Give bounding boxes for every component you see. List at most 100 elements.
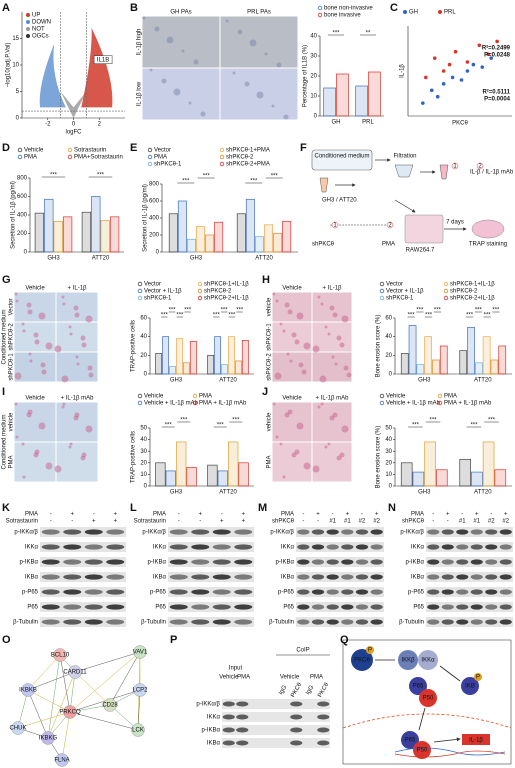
point — [480, 65, 485, 69]
texture — [74, 412, 80, 418]
bar — [323, 87, 336, 117]
band — [355, 574, 369, 580]
y-tick-label: 10 — [385, 472, 392, 478]
legend-marker — [17, 147, 23, 153]
significance: *** — [228, 313, 236, 319]
legend-label: bone invasive — [324, 13, 361, 19]
group-label: CoIP — [296, 648, 309, 654]
node — [419, 689, 437, 707]
bar — [217, 470, 228, 487]
texture — [28, 352, 32, 356]
node-label: LCK — [132, 728, 144, 734]
band — [499, 559, 512, 565]
texture — [14, 372, 22, 380]
legend-label: shPKCθ-2+IL-1β — [450, 296, 495, 302]
band — [169, 544, 188, 550]
band — [191, 589, 210, 595]
band — [427, 604, 440, 610]
x-tick-label: GH3 — [170, 490, 183, 496]
band — [63, 544, 82, 550]
legend-marker — [197, 295, 203, 301]
texture — [341, 315, 349, 323]
step-number: 1 — [453, 164, 457, 170]
panel-letter: G — [2, 274, 11, 286]
y-axis-label: Bone erosion score (%) — [376, 426, 382, 489]
bar — [273, 232, 283, 253]
edge — [69, 671, 76, 713]
image-title: GH PAs — [170, 10, 191, 16]
band — [84, 544, 103, 550]
texture — [296, 422, 304, 430]
bar — [221, 364, 228, 375]
texture — [22, 475, 26, 479]
tube — [439, 164, 449, 180]
y-tick-label: 400 — [149, 216, 160, 222]
micrograph — [14, 402, 56, 442]
band — [84, 589, 103, 595]
condition-label: PMA — [310, 675, 323, 681]
legend-label: shPKCθ-2 — [450, 289, 478, 295]
texture — [324, 445, 328, 449]
legend-label: bone non-invasive — [324, 6, 373, 12]
texture — [272, 292, 276, 296]
y-tick-label: 200 — [17, 231, 28, 237]
legend-marker — [437, 393, 443, 399]
bar — [282, 221, 292, 253]
bar — [177, 200, 187, 253]
step-number: 2 — [478, 164, 482, 170]
filter — [394, 164, 414, 178]
lane-mark: - — [221, 512, 223, 518]
blot-strip — [426, 542, 513, 552]
band-label: p-IKKα/β — [270, 530, 294, 536]
image-title: + IL-1β — [68, 286, 88, 292]
texture — [88, 372, 94, 378]
band — [317, 714, 330, 720]
texture — [339, 452, 345, 458]
texture — [301, 369, 307, 375]
legend-marker — [67, 154, 73, 160]
texture — [237, 29, 243, 35]
lane-mark: + — [504, 512, 508, 518]
point — [486, 52, 491, 57]
band — [311, 574, 325, 580]
bar — [498, 345, 507, 375]
bar — [400, 353, 409, 375]
row-label: vehicle — [267, 297, 273, 316]
significance: *** — [176, 313, 184, 319]
bar — [34, 212, 45, 253]
lane-label: PMA — [153, 512, 166, 518]
band — [326, 589, 339, 595]
texture — [275, 435, 279, 439]
lane-mark: - — [199, 519, 201, 525]
point — [465, 69, 470, 73]
node-label: P — [368, 648, 372, 654]
band — [341, 589, 354, 595]
band — [441, 619, 454, 625]
texture — [317, 295, 321, 299]
significance: *** — [217, 423, 225, 429]
texture — [40, 362, 46, 368]
bar — [439, 345, 448, 375]
texture — [272, 402, 276, 406]
significance: *** — [213, 313, 221, 319]
texture — [15, 435, 19, 439]
blot-strip — [222, 699, 330, 709]
lane-mark: #2 — [359, 519, 366, 525]
lane-mark: - — [93, 512, 95, 518]
point — [489, 56, 494, 60]
band — [106, 604, 125, 610]
lane-mark: #1 — [473, 519, 480, 525]
texture — [287, 309, 293, 315]
panel-letter: K — [2, 502, 10, 514]
band-label: P65 — [413, 605, 424, 611]
lane-label: shPKCθ — [272, 519, 295, 525]
edge — [47, 654, 61, 739]
band — [456, 529, 469, 535]
legend-label: Vehicle — [24, 148, 44, 154]
y-tick-label: 0 — [389, 372, 393, 378]
texture — [324, 325, 328, 329]
legend-label: Vector — [144, 282, 161, 288]
band — [427, 574, 440, 580]
band — [470, 619, 483, 625]
y-tick-label: 20 — [385, 460, 392, 466]
